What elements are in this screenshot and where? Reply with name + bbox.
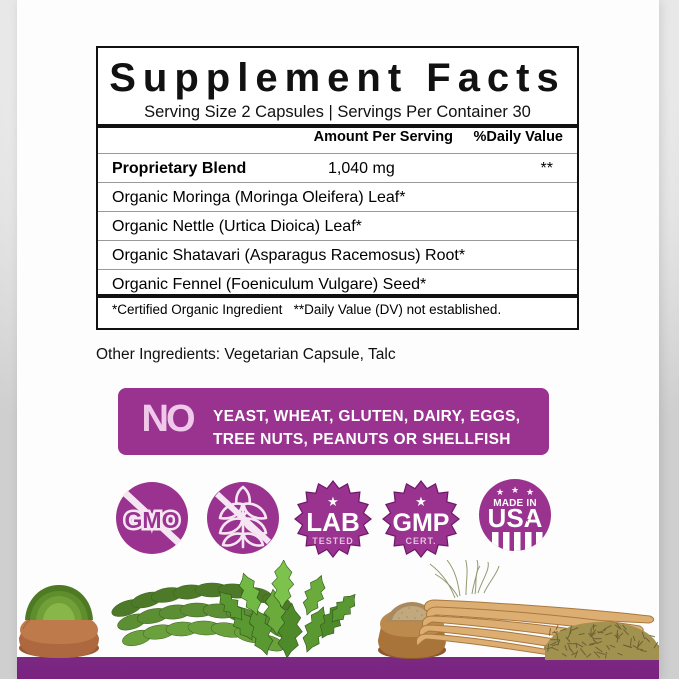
svg-text:GMO: GMO [125, 507, 180, 533]
svg-text:CERT.: CERT. [405, 536, 436, 546]
svg-text:TESTED: TESTED [312, 536, 354, 546]
svg-text:★: ★ [526, 487, 534, 497]
svg-text:GMP: GMP [393, 509, 450, 537]
svg-text:★: ★ [496, 487, 504, 497]
svg-text:★: ★ [511, 485, 519, 495]
svg-text:LAB: LAB [306, 507, 359, 537]
svg-text:★: ★ [523, 516, 529, 524]
svg-text:★: ★ [415, 494, 427, 509]
svg-text:USA: USA [488, 503, 543, 533]
